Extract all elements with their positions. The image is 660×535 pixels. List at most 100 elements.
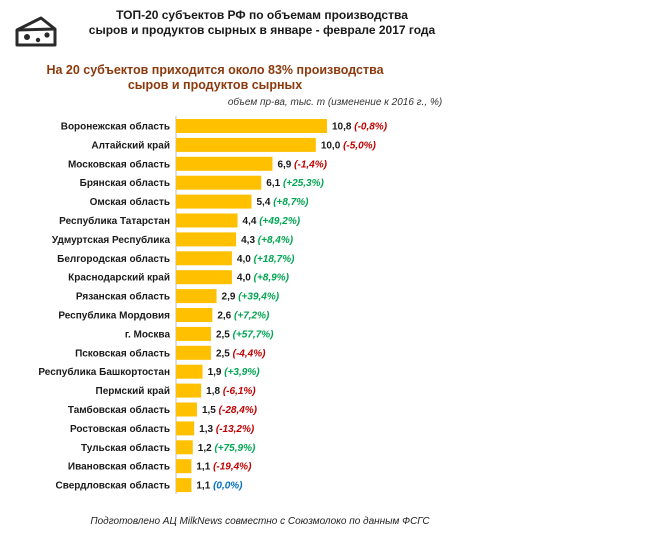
bar bbox=[176, 345, 211, 360]
bar bbox=[176, 251, 232, 266]
chart-title-line-1: ТОП-20 субъектов РФ по объемам производс… bbox=[116, 8, 408, 22]
bar bbox=[176, 421, 195, 436]
category-label: Краснодарский край bbox=[68, 273, 170, 284]
change-label: (+18,7%) bbox=[254, 254, 296, 265]
cheese-icon bbox=[15, 16, 57, 47]
data-label: 1,1 (0,0%) bbox=[196, 481, 243, 492]
category-label: Свердловская область bbox=[55, 480, 170, 492]
change-label: (-28,4%) bbox=[219, 405, 258, 416]
value-label: 5,4 bbox=[257, 197, 274, 208]
change-label: (-13,2%) bbox=[216, 424, 255, 435]
change-label: (+25,3%) bbox=[283, 178, 325, 189]
bar bbox=[176, 175, 262, 190]
value-label: 2,6 bbox=[217, 311, 234, 322]
value-label: 1,8 bbox=[206, 386, 223, 397]
category-label: Республика Татарстан bbox=[59, 215, 170, 227]
data-label: 1,3 (-13,2%) bbox=[199, 424, 255, 435]
chart-title: ТОП-20 субъектов РФ по объемам производс… bbox=[62, 8, 462, 38]
bar bbox=[176, 440, 193, 455]
value-label: 10,0 bbox=[321, 140, 343, 151]
data-label: 5,4 (+8,7%) bbox=[257, 197, 310, 208]
bar bbox=[176, 119, 327, 133]
bar bbox=[176, 270, 232, 285]
bar bbox=[176, 308, 213, 322]
value-label: 1,1 bbox=[196, 481, 213, 492]
value-label: 2,5 bbox=[216, 329, 233, 340]
change-label: (-19,4%) bbox=[213, 462, 252, 473]
category-label: Тамбовская область bbox=[68, 404, 170, 416]
change-label: (+8,9%) bbox=[254, 273, 290, 284]
value-label: 1,1 bbox=[196, 462, 213, 473]
bar bbox=[176, 383, 202, 398]
data-label: 2,6 (+7,2%) bbox=[217, 311, 270, 322]
change-label: (+49,2%) bbox=[259, 216, 301, 227]
bar bbox=[176, 364, 203, 379]
change-label: (+3,9%) bbox=[224, 367, 260, 378]
bar bbox=[176, 402, 197, 417]
change-label: (+75,9%) bbox=[214, 443, 256, 454]
data-label: 1,2 (+75,9%) bbox=[198, 443, 256, 454]
data-label: 1,1 (-19,4%) bbox=[196, 462, 252, 473]
category-label: Алтайский край bbox=[91, 140, 170, 151]
category-label: Республика Мордовия bbox=[58, 310, 170, 322]
data-label: 1,8 (-6,1%) bbox=[206, 386, 256, 397]
bar bbox=[176, 326, 211, 341]
value-label: 4,3 bbox=[241, 235, 258, 246]
value-label: 10,8 bbox=[332, 122, 354, 133]
bar bbox=[176, 137, 316, 152]
chart-title-line-2: сыров и продуктов сырных в январе - февр… bbox=[88, 23, 436, 37]
data-label: 2,5 (-4,4%) bbox=[216, 348, 266, 359]
data-label: 1,9 (+3,9%) bbox=[208, 367, 261, 378]
change-label: (+57,7%) bbox=[233, 329, 275, 340]
value-label: 2,5 bbox=[216, 348, 233, 359]
value-label: 4,0 bbox=[237, 254, 254, 265]
category-label: Тульская область bbox=[81, 442, 170, 454]
chart-subtitle-line-2: сыров и продуктов сырных bbox=[127, 78, 303, 92]
change-label: (-1,4%) bbox=[294, 159, 327, 170]
unit-note: объем пр-ва, тыс. т (изменение к 2016 г.… bbox=[227, 97, 443, 108]
bar bbox=[176, 213, 238, 228]
bar-chart: Воронежская область 10,8 (-0,8%) Алтайский… bbox=[38, 116, 388, 494]
value-label: 2,9 bbox=[222, 292, 239, 303]
category-label: Пермский край bbox=[96, 386, 170, 397]
value-label: 1,3 bbox=[199, 424, 216, 435]
data-label: 6,1 (+25,3%) bbox=[266, 178, 324, 189]
bar bbox=[176, 156, 273, 171]
data-label: 4,3 (+8,4%) bbox=[241, 235, 294, 246]
bar bbox=[176, 289, 217, 304]
bar bbox=[176, 478, 192, 493]
category-label: Омская область bbox=[90, 196, 170, 208]
bar bbox=[176, 194, 252, 209]
change-label: (0,0%) bbox=[213, 481, 243, 492]
category-label: Ивановская область bbox=[68, 461, 170, 473]
chart-subtitle: На 20 субъектов приходится около 83% про… bbox=[20, 63, 410, 93]
change-label: (-0,8%) bbox=[354, 122, 387, 133]
change-label: (-5,0%) bbox=[343, 140, 376, 151]
category-label: Республика Башкортостан bbox=[38, 366, 170, 378]
category-label: Московская область bbox=[68, 158, 170, 170]
change-label: (+7,2%) bbox=[234, 311, 270, 322]
value-label: 1,5 bbox=[202, 405, 219, 416]
category-label: Рязанская область bbox=[76, 291, 170, 303]
category-label: Белгородская область bbox=[57, 253, 170, 265]
change-label: (+39,4%) bbox=[238, 292, 280, 303]
chart-subtitle-line-1: На 20 субъектов приходится около 83% про… bbox=[46, 63, 384, 77]
data-label: 1,5 (-28,4%) bbox=[202, 405, 258, 416]
value-label: 4,0 bbox=[237, 273, 254, 284]
category-label: Воронежская область bbox=[61, 121, 170, 133]
change-label: (+8,4%) bbox=[258, 235, 294, 246]
data-label: 4,4 (+49,2%) bbox=[243, 216, 301, 227]
data-label: 4,0 (+18,7%) bbox=[237, 254, 295, 265]
change-label: (-6,1%) bbox=[223, 386, 256, 397]
data-label: 2,9 (+39,4%) bbox=[222, 292, 280, 303]
value-label: 1,2 bbox=[198, 443, 215, 454]
value-label: 6,1 bbox=[266, 178, 283, 189]
data-label: 10,0 (-5,0%) bbox=[321, 140, 377, 151]
bar bbox=[176, 459, 192, 474]
category-label: Удмуртская Республика bbox=[52, 234, 171, 246]
bar bbox=[176, 232, 237, 247]
data-label: 4,0 (+8,9%) bbox=[237, 273, 290, 284]
value-label: 1,9 bbox=[208, 367, 225, 378]
category-label: Брянская область bbox=[80, 177, 170, 189]
data-label: 2,5 (+57,7%) bbox=[216, 329, 274, 340]
